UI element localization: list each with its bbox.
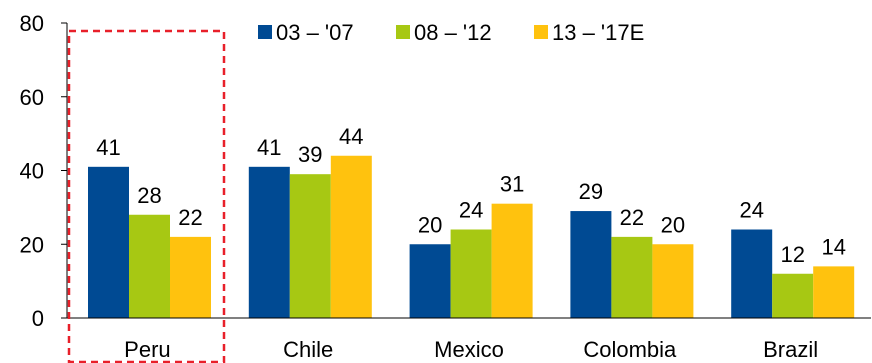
category-label: Mexico [434,337,504,362]
highlight-dashed-box [67,29,226,363]
y-tick-label: 40 [20,159,44,184]
bar [570,211,612,318]
data-label: 22 [620,205,644,230]
y-tick-label: 80 [20,11,44,36]
legend-swatch [258,25,272,39]
data-label: 29 [579,179,603,204]
category-labels: Peru Chile Mexico Colombia Brazil [124,337,818,362]
data-label: 28 [137,183,161,208]
bar [652,244,694,318]
category-label: Brazil [763,337,818,362]
y-tick-label: 60 [20,85,44,110]
legend-label: 03 – '07 [276,20,354,45]
bar [409,244,451,318]
data-label: 14 [821,234,845,259]
legend: 03 – '07 08 – '12 13 – '17E [258,20,644,45]
bar [491,203,533,318]
data-label: 20 [661,212,685,237]
bars [88,155,855,318]
data-label: 41 [96,135,120,160]
bar [731,229,773,318]
y-tick-label: 20 [20,232,44,257]
bar [813,266,855,318]
data-label: 22 [178,205,202,230]
legend-label: 08 – '12 [414,20,492,45]
bar [330,155,372,318]
legend-swatch [534,25,548,39]
data-labels: 41 28 22 41 39 44 20 24 31 29 22 20 24 12 14 [96,124,846,267]
bar [170,236,211,318]
y-tick-label: 0 [32,306,44,331]
bar [772,273,814,318]
legend-label: 13 – '17E [552,20,644,45]
category-label: Chile [283,337,333,362]
category-label: Colombia [583,337,677,362]
bar [611,236,653,318]
legend-swatch [396,25,410,39]
data-label: 12 [780,242,804,267]
data-label: 39 [298,142,322,167]
bar [88,166,129,318]
data-label: 44 [339,124,363,149]
bar [450,229,492,318]
y-axis: 0 20 40 60 80 [20,11,68,331]
data-label: 24 [459,198,483,223]
data-label: 41 [257,135,281,160]
bar [289,174,331,318]
category-label: Peru [124,337,170,362]
bar [129,214,170,318]
data-label: 20 [418,212,442,237]
data-label: 31 [500,172,524,197]
bar [248,166,290,318]
highlight-box [67,29,226,363]
data-label: 24 [739,198,763,223]
